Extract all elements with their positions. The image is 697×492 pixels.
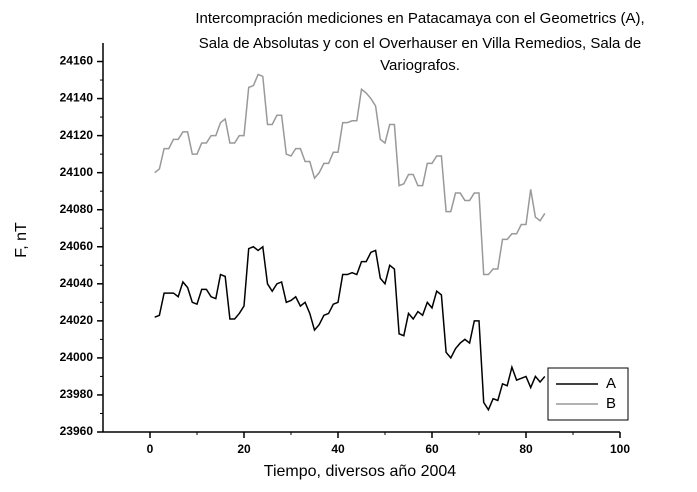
chart-title: Intercompración mediciones en Patacamaya…	[195, 10, 644, 27]
legend-box	[547, 367, 629, 421]
data-line	[154, 245, 546, 412]
y-tick-label: 24060	[60, 239, 94, 253]
x-tick-label: 60	[425, 442, 439, 456]
x-tick-label: 20	[237, 442, 251, 456]
y-tick-label: 24020	[60, 313, 94, 327]
y-tick-label: 24100	[60, 165, 94, 179]
y-axis-label: F, nT	[13, 222, 30, 258]
x-tick-label: 0	[147, 442, 154, 456]
y-tick-label: 24160	[60, 54, 94, 68]
y-tick-label: 24140	[60, 91, 94, 105]
x-tick-label: 100	[610, 442, 630, 456]
x-tick-label: 80	[519, 442, 533, 456]
legend-label: B	[606, 395, 616, 412]
legend-label: A	[606, 375, 616, 392]
x-axis-label: Tiempo, diversos año 2004	[264, 463, 457, 480]
y-tick-label: 24080	[60, 202, 94, 216]
chart-title: Variografos.	[380, 57, 460, 74]
y-tick-label: 24040	[60, 276, 94, 290]
y-tick-label: 24000	[60, 350, 94, 364]
x-tick-label: 40	[331, 442, 345, 456]
y-tick-label: 23960	[60, 424, 94, 438]
y-tick-label: 23980	[60, 387, 94, 401]
y-tick-label: 24120	[60, 128, 94, 142]
chart-title: Sala de Absolutas y con el Overhauser en…	[199, 35, 642, 52]
data-line	[154, 73, 546, 276]
